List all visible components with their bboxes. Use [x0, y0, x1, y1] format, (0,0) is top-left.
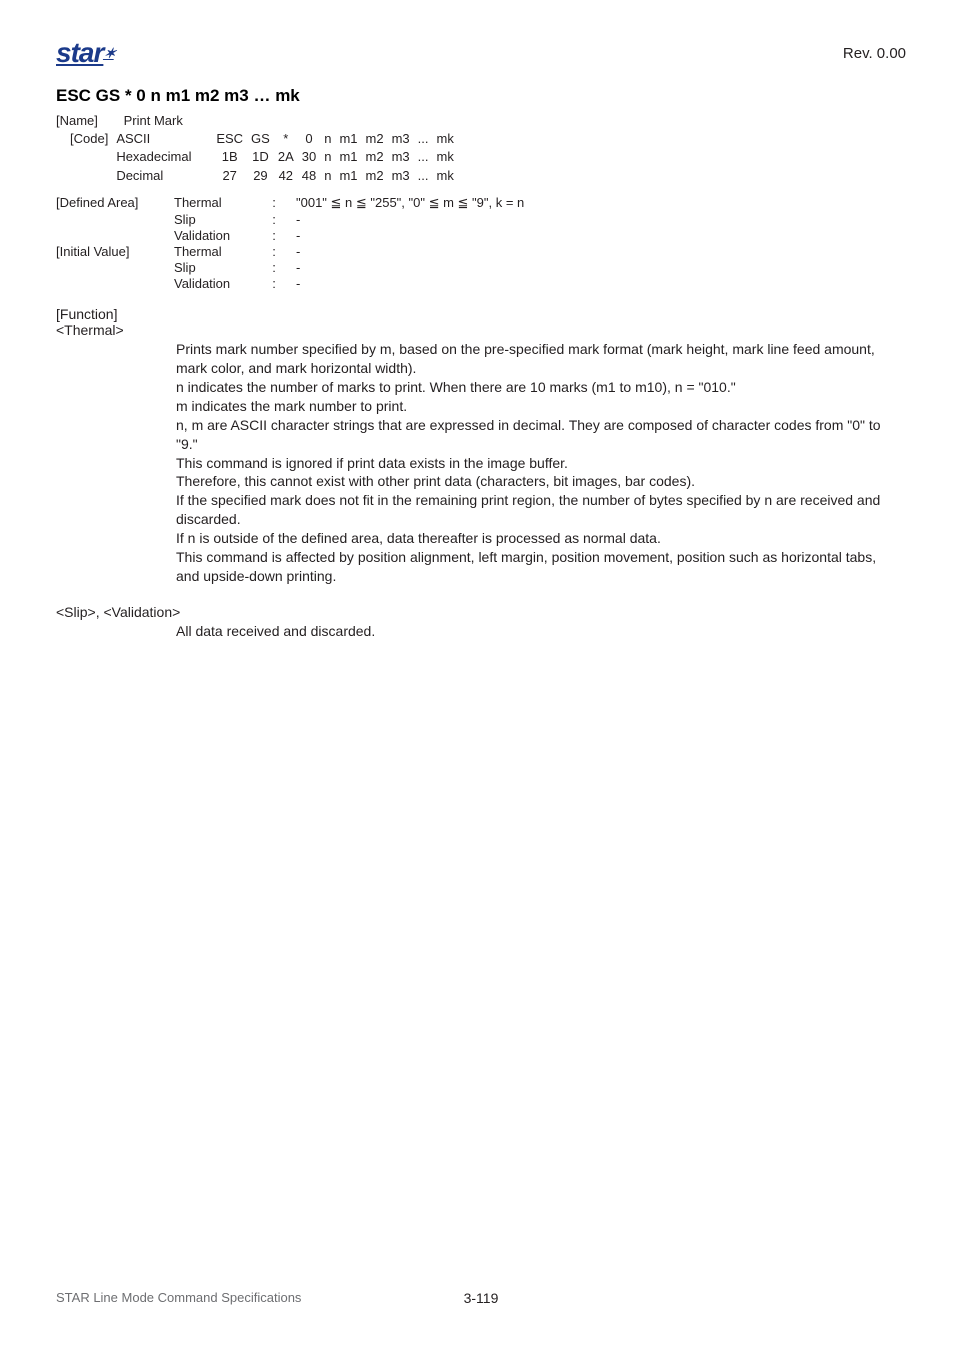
code-row-dec: Decimal 27 29 42 48 n m1 m2 m3 ... mk [70, 167, 462, 186]
code-cell: mk [436, 167, 461, 186]
code-line-label: Decimal [116, 167, 216, 186]
footer-page-number: 3-119 [339, 1290, 622, 1306]
star-logo: star ✶ [56, 37, 115, 69]
code-cell: 48 [302, 167, 324, 186]
code-cell: mk [436, 148, 461, 167]
code-cell: 29 [251, 167, 278, 186]
code-label: [Code] [70, 131, 108, 146]
code-cell: 27 [216, 167, 251, 186]
function-thermal-body: Prints mark number specified by m, based… [176, 340, 896, 586]
code-cell: m2 [366, 130, 392, 149]
body-paragraph: Therefore, this cannot exist with other … [176, 472, 896, 491]
slip-validation-section-label: <Slip>, <Validation> [56, 604, 906, 620]
value-cell: - [296, 244, 532, 260]
colon-icon: : [260, 228, 296, 244]
mode-cell: Thermal [174, 195, 260, 212]
code-cell: mk [436, 130, 461, 149]
table-row: Validation : - [56, 276, 532, 292]
table-row: [Defined Area] Thermal : "001" ≦ n ≦ "25… [56, 195, 532, 212]
code-cell: m3 [392, 167, 418, 186]
code-cell: m2 [366, 148, 392, 167]
logo-star-icon: ✶ [103, 45, 117, 62]
code-cell: * [278, 130, 302, 149]
function-label: [Function] [56, 306, 906, 322]
table-row: Slip : - [56, 260, 532, 276]
colon-icon: : [260, 276, 296, 292]
table-row: [Initial Value] Thermal : - [56, 244, 532, 260]
defined-area-label: [Defined Area] [56, 195, 174, 212]
body-paragraph: If the specified mark does not fit in th… [176, 491, 896, 529]
code-line-label: ASCII [116, 130, 216, 149]
body-paragraph: n, m are ASCII character strings that ar… [176, 416, 896, 454]
code-cell: m3 [392, 148, 418, 167]
code-cell: ESC [216, 130, 251, 149]
code-cell: m1 [339, 148, 365, 167]
code-section: [Code] ASCII ESC GS * 0 n m1 m2 m3 ... m… [56, 130, 906, 186]
code-cell: 2A [278, 148, 302, 167]
code-cell: m1 [339, 130, 365, 149]
body-paragraph: If n is outside of the defined area, dat… [176, 529, 896, 548]
function-slip-body: All data received and discarded. [176, 622, 896, 641]
code-cell: ... [418, 130, 437, 149]
code-cell: m3 [392, 130, 418, 149]
mode-cell: Slip [174, 260, 260, 276]
mode-cell: Slip [174, 212, 260, 228]
value-cell: - [296, 260, 532, 276]
code-cell: 1B [216, 148, 251, 167]
code-row-hex: Hexadecimal 1B 1D 2A 30 n m1 m2 m3 ... m… [70, 148, 462, 167]
mode-cell: Validation [174, 276, 260, 292]
code-row-ascii: [Code] ASCII ESC GS * 0 n m1 m2 m3 ... m… [70, 130, 462, 149]
colon-icon: : [260, 212, 296, 228]
name-label: [Name] [56, 112, 120, 130]
body-paragraph: This command is affected by position ali… [176, 548, 896, 586]
name-row: [Name] Print Mark [56, 112, 906, 130]
footer-spacer [623, 1290, 906, 1306]
logo-text: star [56, 37, 103, 69]
body-paragraph: n indicates the number of marks to print… [176, 378, 896, 397]
code-table: [Code] ASCII ESC GS * 0 n m1 m2 m3 ... m… [70, 130, 462, 186]
page-header: star ✶ Rev. 0.00 [56, 38, 906, 68]
page: star ✶ Rev. 0.00 ESC GS * 0 n m1 m2 m3 …… [0, 0, 954, 1350]
code-cell: 0 [302, 130, 324, 149]
value-cell: - [296, 212, 532, 228]
code-cell: m2 [366, 167, 392, 186]
initial-value-label: [Initial Value] [56, 244, 174, 260]
name-value: Print Mark [124, 113, 183, 128]
value-cell: - [296, 228, 532, 244]
value-cell: - [296, 276, 532, 292]
command-title: ESC GS * 0 n m1 m2 m3 … mk [56, 86, 906, 106]
defined-area-table: [Defined Area] Thermal : "001" ≦ n ≦ "25… [56, 195, 532, 292]
value-cell: "001" ≦ n ≦ "255", "0" ≦ m ≦ "9", k = n [296, 195, 532, 212]
code-cell: ... [418, 167, 437, 186]
body-paragraph: This command is ignored if print data ex… [176, 454, 896, 473]
code-cell: 42 [278, 167, 302, 186]
code-cell: n [324, 130, 339, 149]
code-cell: ... [418, 148, 437, 167]
code-cell: 30 [302, 148, 324, 167]
table-row: Slip : - [56, 212, 532, 228]
colon-icon: : [260, 244, 296, 260]
colon-icon: : [260, 195, 296, 212]
body-paragraph: Prints mark number specified by m, based… [176, 340, 896, 378]
page-footer: STAR Line Mode Command Specifications 3-… [56, 1290, 906, 1306]
code-cell: n [324, 148, 339, 167]
code-cell: GS [251, 130, 278, 149]
footer-doc-title: STAR Line Mode Command Specifications [56, 1290, 339, 1306]
body-paragraph: m indicates the mark number to print. [176, 397, 896, 416]
colon-icon: : [260, 260, 296, 276]
revision-label: Rev. 0.00 [843, 45, 906, 62]
code-cell: 1D [251, 148, 278, 167]
mode-cell: Validation [174, 228, 260, 244]
code-line-label: Hexadecimal [116, 148, 216, 167]
code-cell: m1 [339, 167, 365, 186]
thermal-section-label: <Thermal> [56, 322, 906, 338]
code-cell: n [324, 167, 339, 186]
table-row: Validation : - [56, 228, 532, 244]
body-paragraph: All data received and discarded. [176, 622, 896, 641]
mode-cell: Thermal [174, 244, 260, 260]
